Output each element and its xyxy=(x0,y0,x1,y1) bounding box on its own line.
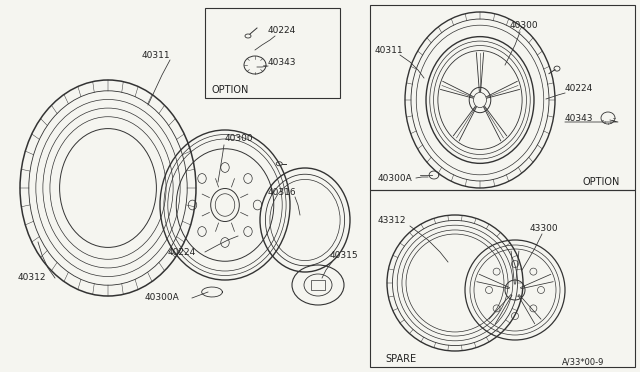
Text: OPTION: OPTION xyxy=(211,85,248,95)
Bar xyxy=(205,8,340,98)
Text: 40300A: 40300A xyxy=(378,173,413,183)
Text: 43312: 43312 xyxy=(378,215,406,224)
Bar xyxy=(370,190,635,367)
Text: SPARE: SPARE xyxy=(385,354,416,364)
Bar xyxy=(311,280,325,290)
Text: 40224: 40224 xyxy=(565,83,593,93)
Text: 40312: 40312 xyxy=(18,273,47,282)
Text: 40224: 40224 xyxy=(168,247,196,257)
Text: 40300: 40300 xyxy=(510,20,539,29)
Text: 40300A: 40300A xyxy=(145,294,180,302)
Text: 40311: 40311 xyxy=(142,51,171,60)
Text: A/33*00-9: A/33*00-9 xyxy=(562,357,604,366)
Text: OPTION: OPTION xyxy=(583,177,620,187)
Text: 40343: 40343 xyxy=(565,113,593,122)
Text: 43300: 43300 xyxy=(530,224,559,232)
Text: 40315: 40315 xyxy=(330,250,358,260)
Text: 40300: 40300 xyxy=(225,134,253,142)
Text: 40224: 40224 xyxy=(268,26,296,35)
Text: 40343: 40343 xyxy=(268,58,296,67)
Bar xyxy=(370,5,635,190)
Text: 40311: 40311 xyxy=(375,45,404,55)
Text: 40316: 40316 xyxy=(268,187,296,196)
